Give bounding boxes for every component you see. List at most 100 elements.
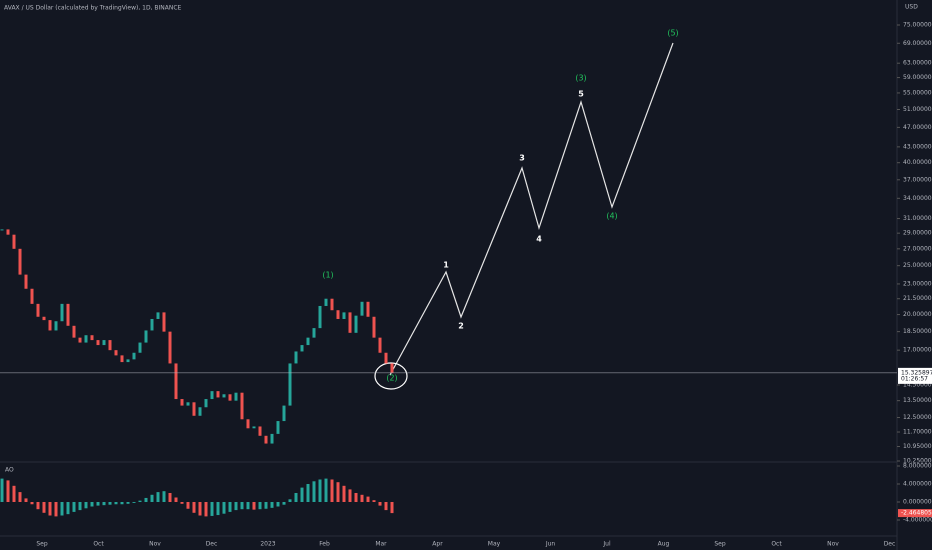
month-label: Jul	[602, 541, 611, 548]
candle	[318, 305, 322, 329]
candle	[30, 288, 34, 304]
month-label: Aug	[658, 541, 670, 548]
ao-bar	[108, 502, 112, 505]
candle	[168, 331, 172, 364]
ao-bar	[366, 496, 370, 502]
ao-bar	[72, 502, 76, 512]
ao-bar	[150, 494, 154, 502]
candle	[240, 392, 244, 420]
current-price-box	[898, 367, 932, 384]
month-label: Nov	[827, 541, 839, 548]
candle	[246, 419, 250, 429]
candle	[174, 363, 178, 400]
candle	[210, 391, 214, 400]
month-label: Sep	[714, 541, 726, 548]
ao-bar	[126, 502, 130, 504]
ao-bar	[66, 502, 70, 515]
month-label: Oct	[771, 541, 782, 548]
candle	[36, 303, 40, 317]
candle	[330, 298, 334, 311]
ao-bar	[228, 502, 232, 512]
candle	[96, 340, 100, 346]
candle	[42, 316, 46, 321]
month-label: 2023	[260, 541, 275, 548]
candle	[138, 342, 142, 353]
ao-bar	[138, 500, 142, 502]
month-label: May	[488, 541, 501, 548]
ao-last-box	[898, 509, 932, 518]
ao-bar	[294, 493, 298, 502]
month-label: Apr	[432, 541, 443, 548]
candle	[90, 335, 94, 341]
price-tick-label: 11.7000000	[903, 429, 932, 436]
ao-bar	[384, 502, 388, 511]
ao-bar	[354, 493, 358, 502]
wave-label: (2)	[386, 374, 397, 383]
currency: USD	[905, 4, 918, 11]
candle	[66, 303, 70, 326]
ao-bar	[234, 502, 238, 511]
wave-label: (5)	[667, 29, 678, 38]
symbol-title: AVAX / US Dollar (calculated by TradingV…	[4, 5, 182, 12]
ao-bar	[48, 502, 52, 516]
month-label: Oct	[93, 541, 104, 548]
candle	[360, 301, 364, 316]
price-tick-label: 12.5000000	[903, 414, 932, 421]
candle	[72, 325, 76, 338]
candle	[348, 312, 352, 333]
candle	[222, 394, 226, 398]
candle	[264, 435, 268, 444]
candle	[390, 363, 394, 373]
candle	[6, 229, 10, 235]
ao-bar	[378, 502, 382, 506]
ao-bar	[360, 494, 364, 502]
ao-bar	[30, 502, 34, 505]
month-label: Mar	[375, 541, 387, 548]
ao-bar	[210, 502, 214, 516]
wave-label: 5	[578, 90, 584, 99]
ao-bar	[252, 502, 256, 510]
candle	[108, 340, 112, 351]
price-tick-label: 13.5000000	[903, 397, 932, 404]
candle	[180, 399, 184, 406]
ao-bar	[42, 502, 46, 513]
wave-label: (1)	[322, 271, 333, 280]
ao-bar	[174, 497, 178, 502]
ao-bar	[270, 502, 274, 508]
ao-bar	[84, 502, 88, 509]
wave-label: (4)	[606, 212, 617, 221]
ao-bar	[162, 491, 166, 502]
ao-bar	[288, 499, 292, 502]
candle	[132, 352, 136, 360]
ao-bar	[156, 492, 160, 502]
ao-bar	[18, 492, 22, 502]
candle	[18, 248, 22, 275]
ao-bar	[264, 502, 268, 509]
month-label: Jun	[545, 541, 556, 548]
price-tick-label: 21.5000000	[903, 295, 932, 302]
ao-bar	[168, 493, 172, 502]
ao-bar	[102, 502, 106, 506]
candle	[294, 351, 298, 364]
candle	[342, 312, 346, 319]
ao-bar	[330, 479, 334, 502]
ao-bar	[132, 502, 136, 503]
candle	[234, 392, 238, 401]
ao-bar	[186, 502, 190, 509]
ao-bar	[6, 480, 10, 502]
month-label: Dec	[884, 541, 896, 548]
candle	[312, 328, 316, 338]
candle	[114, 350, 118, 356]
ao-bar	[144, 497, 148, 502]
ao-bar	[36, 502, 40, 510]
ao-bar	[336, 482, 340, 502]
